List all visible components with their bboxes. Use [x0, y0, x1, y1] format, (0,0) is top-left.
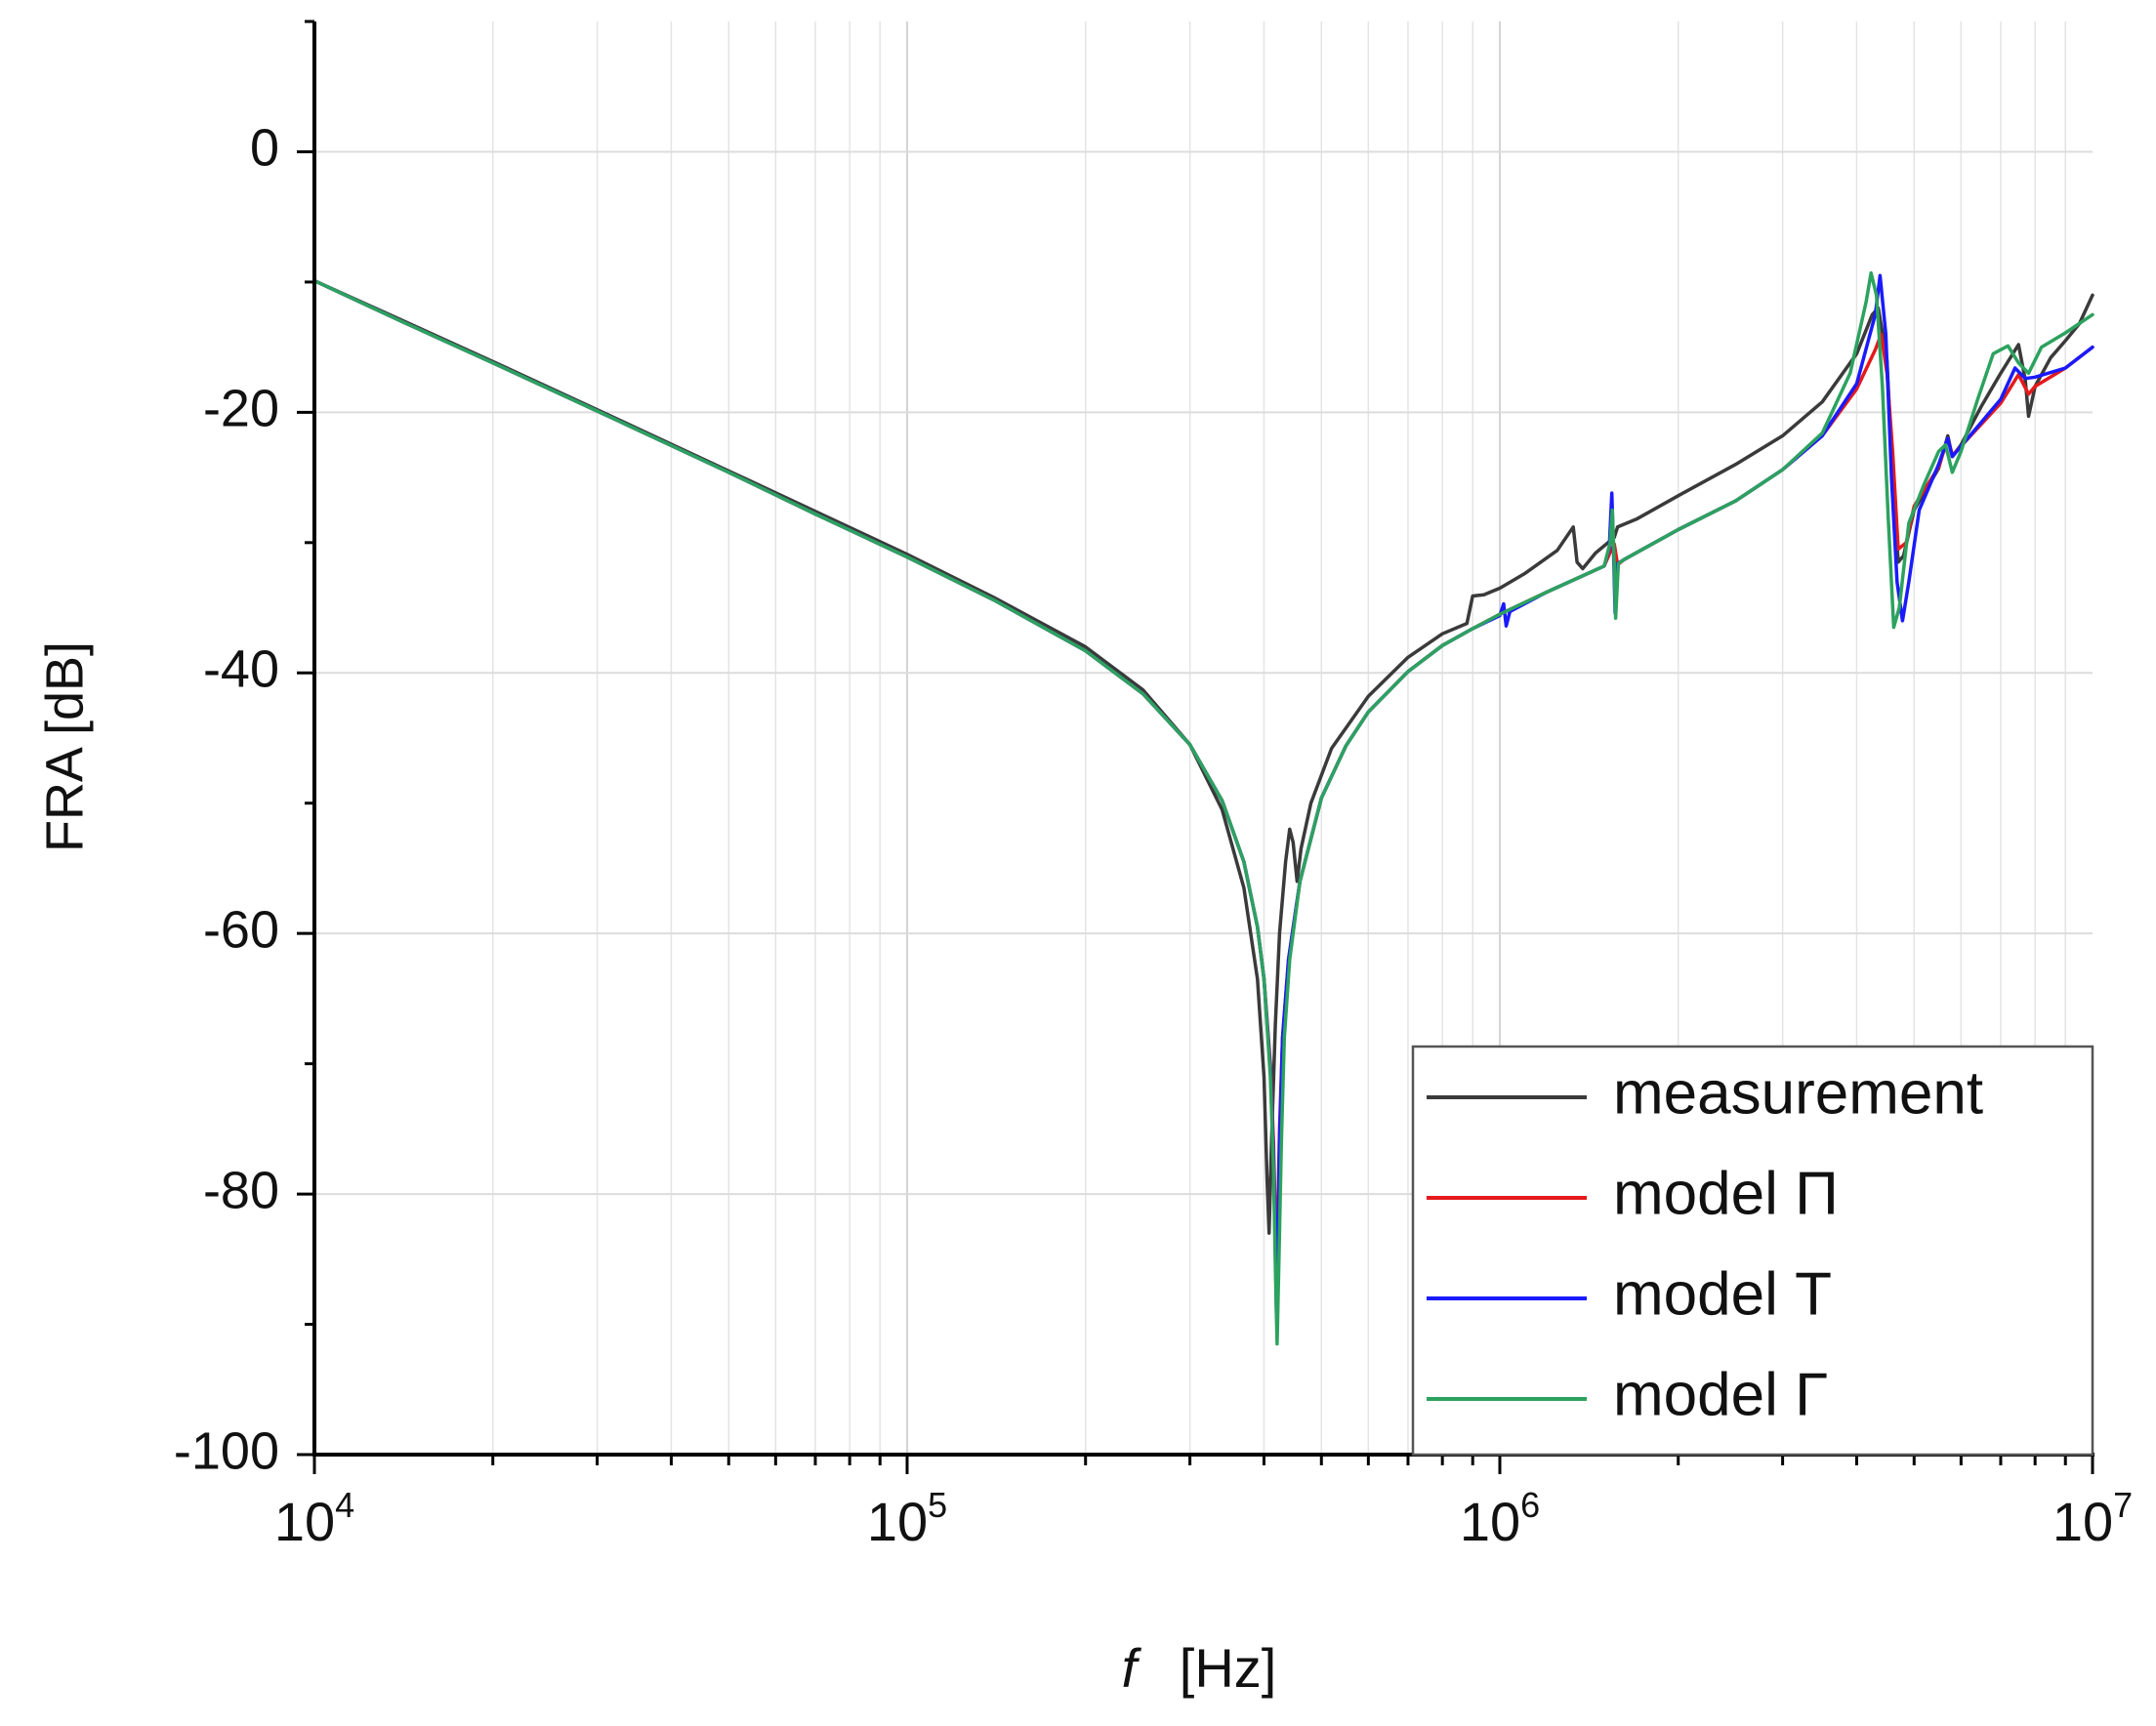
x-tick-label: 105: [867, 1485, 947, 1552]
x-tick-base: 10: [1460, 1491, 1520, 1552]
x-tick-exponent: 4: [335, 1485, 354, 1525]
y-tick-label: 0: [250, 119, 279, 178]
legend-label-0: measurement: [1613, 1059, 1983, 1127]
y-tick-label: -100: [174, 1421, 279, 1480]
x-tick-base: 10: [274, 1491, 335, 1552]
y-axis-label: FRA [dB]: [35, 641, 94, 852]
x-tick-label: 107: [2052, 1485, 2133, 1552]
legend-label-1: model Π: [1613, 1160, 1839, 1227]
x-tick-base: 10: [2052, 1491, 2113, 1552]
legend-label-2: model Τ: [1613, 1260, 1832, 1328]
y-tick-label: -80: [203, 1161, 279, 1219]
x-tick-label: 106: [1460, 1485, 1540, 1552]
y-tick-label: -40: [203, 640, 279, 699]
y-tick-label: -60: [203, 900, 279, 959]
x-axis-label: f [Hz]: [1122, 1637, 1277, 1699]
x-tick-label: 104: [274, 1485, 354, 1552]
x-axis-label-variable: f: [1122, 1637, 1142, 1699]
x-axis-label-unit: [Hz]: [1180, 1637, 1277, 1699]
legend-label-3: model Γ: [1613, 1361, 1828, 1428]
y-tick-label: -20: [203, 380, 279, 438]
legend-box: [1411, 1045, 2094, 1457]
x-tick-exponent: 5: [928, 1485, 947, 1525]
series-line-3: [312, 270, 2094, 1346]
series-group: [312, 270, 2094, 1346]
x-tick-base: 10: [867, 1491, 928, 1552]
legend: measurement model Π model Τ model Γ: [1411, 1045, 2094, 1457]
x-tick-exponent: 6: [1520, 1485, 1540, 1525]
x-tick-exponent: 7: [2113, 1485, 2133, 1525]
